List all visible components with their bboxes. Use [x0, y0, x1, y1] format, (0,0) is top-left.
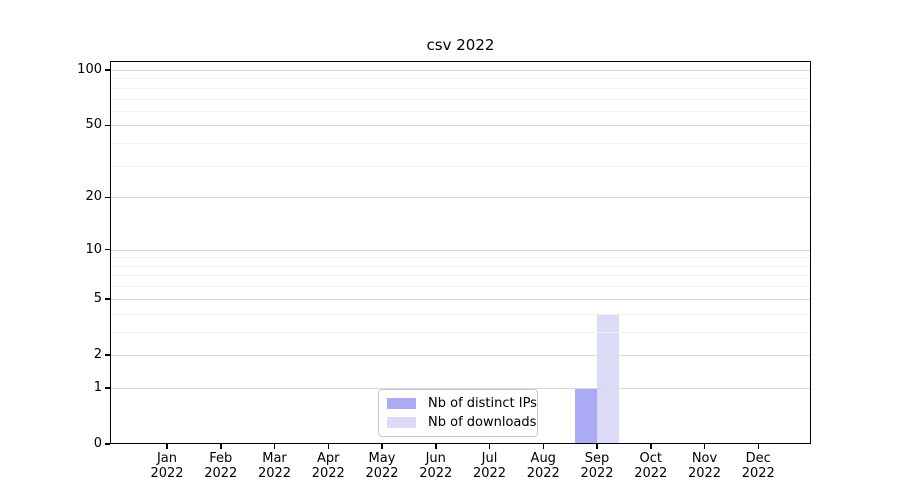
legend-swatch-downloads [387, 416, 416, 428]
y-tick-label-1: 1 [93, 379, 102, 395]
gridline-major-50 [110, 125, 811, 127]
y-tick-5 [105, 298, 110, 300]
gridline-minor-4 [110, 313, 811, 315]
y-tick-label-10: 10 [85, 241, 102, 257]
gridline-major-2 [110, 354, 811, 356]
gridline-minor-90 [110, 78, 811, 80]
x-tick-label-apr: Apr 2022 [311, 451, 345, 481]
x-tick-sep [596, 444, 598, 449]
x-tick-jul [488, 444, 491, 449]
chart-title: csv 2022 [426, 36, 495, 54]
x-tick-may [381, 444, 383, 449]
y-tick-label-100: 100 [77, 61, 102, 77]
gridline-minor-40 [110, 143, 811, 145]
x-tick-apr [327, 444, 329, 449]
gridline-minor-30 [110, 165, 811, 167]
x-tick-feb [220, 444, 222, 449]
legend-label-distinct-ips: Nb of distinct IPs [428, 396, 537, 412]
gridline-minor-3 [110, 331, 811, 333]
x-tick-label-nov: Nov 2022 [687, 451, 722, 481]
x-tick-mar [273, 444, 276, 449]
gridline-minor-60 [110, 110, 811, 112]
x-tick-label-sep: Sep 2022 [580, 451, 614, 481]
x-tick-jan [166, 444, 168, 449]
y-tick-2 [105, 354, 110, 356]
plot-area [110, 61, 811, 444]
legend-item-distinct-ips: Nb of distinct IPs [387, 396, 537, 411]
y-tick-1 [105, 387, 110, 389]
gridline-minor-70 [110, 98, 811, 100]
y-tick-label-2: 2 [93, 346, 102, 362]
y-tick-label-0: 0 [93, 436, 102, 451]
x-tick-oct [650, 444, 652, 449]
legend-item-downloads: Nb of downloads [387, 415, 536, 430]
y-tick-0 [105, 443, 110, 445]
x-tick-label-mar: Mar 2022 [257, 451, 292, 481]
x-tick-label-jan: Jan 2022 [150, 451, 184, 481]
y-tick-20 [105, 196, 110, 199]
y-tick-label-5: 5 [93, 290, 102, 306]
gridline-minor-6 [110, 286, 811, 288]
gridline-minor-9 [110, 257, 811, 259]
y-tick-50 [105, 124, 110, 127]
x-tick-aug [542, 444, 544, 449]
gridline-minor-7 [110, 275, 811, 277]
y-tick-label-20: 20 [85, 189, 102, 205]
legend-label-downloads: Nb of downloads [428, 414, 537, 430]
x-tick-label-dec: Dec 2022 [741, 451, 775, 481]
gridline-minor-80 [110, 87, 811, 89]
y-tick-label-50: 50 [85, 117, 102, 133]
x-tick-nov [703, 444, 706, 449]
bar-nb-of-distinct-ips-sep-2022 [575, 387, 597, 444]
gridline-major-100 [110, 69, 811, 71]
x-tick-label-oct: Oct 2022 [634, 451, 668, 481]
x-tick-label-feb: Feb 2022 [204, 451, 238, 481]
gridline-major-20 [110, 197, 811, 199]
x-tick-label-aug: Aug 2022 [526, 451, 560, 481]
x-tick-dec [757, 444, 759, 449]
gridline-minor-8 [110, 265, 811, 267]
gridline-major-1 [110, 387, 811, 389]
x-tick-jun [435, 444, 437, 449]
x-tick-label-may: May 2022 [365, 451, 399, 481]
bar-nb-of-downloads-sep-2022 [597, 313, 619, 444]
x-tick-label-jul: Jul 2022 [472, 451, 507, 481]
legend-swatch-distinct-ips [387, 398, 416, 410]
gridline-major-5 [110, 298, 811, 300]
y-tick-100 [105, 69, 110, 71]
gridline-major-10 [110, 249, 811, 251]
x-tick-label-jun: Jun 2022 [419, 451, 453, 481]
y-tick-10 [105, 248, 110, 251]
legend: Nb of distinct IPs Nb of downloads [378, 389, 538, 437]
